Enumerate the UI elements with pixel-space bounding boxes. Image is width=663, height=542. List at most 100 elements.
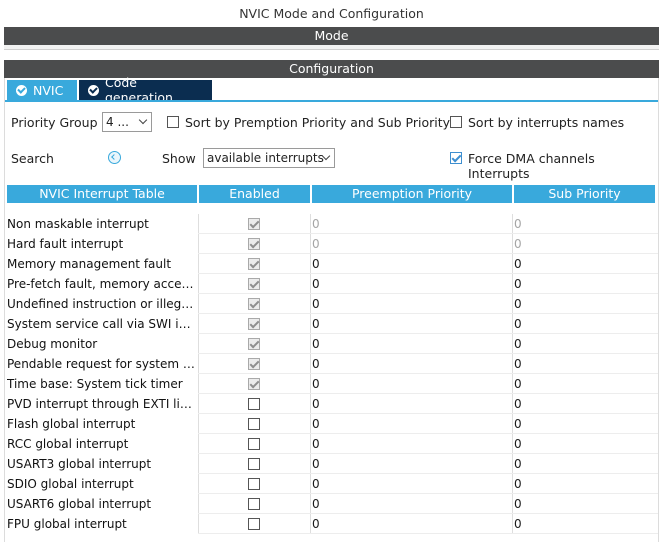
sub-priority-value[interactable]: 0 [514,377,522,391]
priority-group-label: Priority Group [11,115,98,130]
tab-bar: NVIC Code generation [7,75,212,105]
sub-priority-value[interactable]: 0 [514,457,522,471]
table-row[interactable]: Hard fault interrupt 0 0 [5,234,658,254]
enabled-checkbox[interactable] [248,498,260,510]
row-divider [198,293,658,294]
column-header-sub-priority[interactable]: Sub Priority [514,185,655,203]
table-row[interactable]: Debug monitor 0 0 [5,334,658,354]
table-row[interactable]: Undefined instruction or illegal state 0 0 [5,294,658,314]
column-divider [310,494,311,514]
preemption-priority-value[interactable]: 0 [312,257,320,271]
column-divider [198,454,199,474]
table-row[interactable]: USART6 global interrupt 0 0 [5,494,658,514]
preemption-priority-value[interactable]: 0 [312,277,320,291]
sub-priority-value[interactable]: 0 [514,497,522,511]
row-divider [198,513,658,514]
table-row[interactable]: Flash global interrupt 0 0 [5,414,658,434]
interrupt-name: Flash global interrupt [7,417,136,431]
sub-priority-value[interactable]: 0 [514,417,522,431]
mode-section-header[interactable]: Mode [4,27,659,45]
row-divider [198,233,658,234]
check-circle-icon [88,84,99,96]
table-row[interactable]: PVD interrupt through EXTI line 16 0 0 [5,394,658,414]
sub-priority-value[interactable]: 0 [514,357,522,371]
table-row[interactable]: Pendable request for system service 0 0 [5,354,658,374]
column-divider [310,234,311,254]
preemption-priority-value[interactable]: 0 [312,497,320,511]
preemption-priority-value[interactable]: 0 [312,297,320,311]
enabled-checkbox[interactable] [248,398,260,410]
preemption-priority-value[interactable]: 0 [312,317,320,331]
row-divider [198,433,658,434]
interrupt-name: Memory management fault [7,257,172,271]
sub-priority-value[interactable]: 0 [514,317,522,331]
column-divider [310,454,311,474]
column-header-preemption[interactable]: Preemption Priority [312,185,512,203]
column-header-enabled[interactable]: Enabled [199,185,310,203]
sub-priority-value[interactable]: 0 [514,297,522,311]
table-row[interactable]: System service call via SWI instruction 0… [5,314,658,334]
tab-code-generation[interactable]: Code generation [79,75,212,105]
preemption-priority-value[interactable]: 0 [312,437,320,451]
sub-priority-value[interactable]: 0 [514,477,522,491]
enabled-checkbox[interactable] [248,458,260,470]
preemption-priority-value[interactable]: 0 [312,377,320,391]
interrupt-name: USART6 global interrupt [7,497,152,511]
tab-nvic[interactable]: NVIC [7,80,77,100]
column-divider [198,374,199,394]
column-divider [198,514,199,534]
interrupt-name: USART3 global interrupt [7,457,152,471]
enabled-checkbox[interactable] [248,478,260,490]
sub-priority-value[interactable]: 0 [514,517,522,531]
interrupt-name: FPU global interrupt [7,517,127,531]
force-dma-checkbox[interactable] [450,152,462,164]
enabled-checkbox[interactable] [248,518,260,530]
enabled-checkbox[interactable] [248,438,260,450]
table-row[interactable]: Memory management fault 0 0 [5,254,658,274]
table-row[interactable]: SDIO global interrupt 0 0 [5,474,658,494]
table-row[interactable]: Non maskable interrupt 0 0 [5,214,658,234]
table-row[interactable]: Pre-fetch fault, memory access fault 0 0 [5,274,658,294]
column-divider [310,434,311,454]
enabled-checkbox [248,378,260,390]
table-row[interactable]: RCC global interrupt 0 0 [5,434,658,454]
table-row[interactable]: FPU global interrupt 0 0 [5,514,658,534]
sort-names-label: Sort by interrupts names [468,115,625,130]
table-row[interactable]: Time base: System tick timer 0 0 [5,374,658,394]
sub-priority-value[interactable]: 0 [514,337,522,351]
enabled-checkbox[interactable] [248,418,260,430]
column-divider [198,314,199,334]
show-label: Show [162,151,196,166]
preemption-priority-value[interactable]: 0 [312,337,320,351]
preemption-priority-value[interactable]: 0 [312,417,320,431]
column-divider [512,314,513,334]
enabled-checkbox [248,358,260,370]
preemption-priority-value[interactable]: 0 [312,457,320,471]
column-divider [512,234,513,254]
preemption-priority-value[interactable]: 0 [312,357,320,371]
row-divider [198,373,658,374]
column-header-interrupt[interactable]: NVIC Interrupt Table [7,185,197,203]
sort-names-checkbox[interactable] [450,116,462,128]
enabled-checkbox [248,338,260,350]
window-title: NVIC Mode and Configuration [239,6,424,21]
sub-priority-value[interactable]: 0 [514,277,522,291]
column-divider [198,494,199,514]
row-divider [198,533,658,534]
priority-group-select[interactable]: 4 ... [102,112,152,132]
table-row[interactable]: USART3 global interrupt 0 0 [5,454,658,474]
row-divider [198,413,658,414]
sort-premption-checkbox[interactable] [167,116,179,128]
configuration-section-header[interactable]: Configuration [4,60,659,78]
sub-priority-value[interactable]: 0 [514,257,522,271]
sub-priority-value[interactable]: 0 [514,437,522,451]
column-divider [310,314,311,334]
search-icon[interactable] [108,151,121,164]
show-filter-select[interactable]: available interrupts [203,148,335,168]
sub-priority-value[interactable]: 0 [514,397,522,411]
preemption-priority-value[interactable]: 0 [312,477,320,491]
preemption-priority-value[interactable]: 0 [312,517,320,531]
preemption-priority-value[interactable]: 0 [312,397,320,411]
column-divider [198,294,199,314]
column-divider [198,414,199,434]
